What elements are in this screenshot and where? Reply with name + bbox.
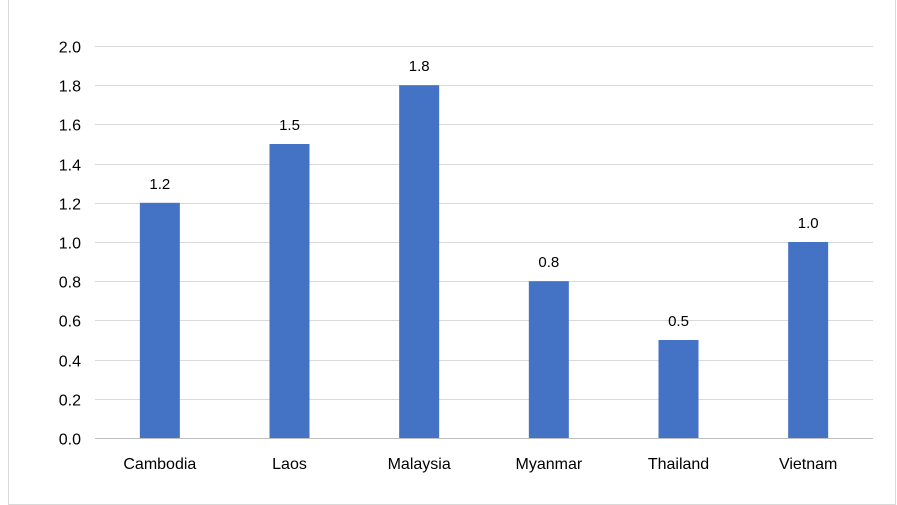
- bar: [788, 242, 829, 438]
- x-tick-label: Vietnam: [779, 456, 837, 473]
- y-tick-label: 1.2: [59, 197, 81, 214]
- y-tick-label: 1.4: [59, 158, 81, 175]
- x-tick-label: Thailand: [648, 456, 709, 473]
- x-tick-label: Malaysia: [388, 456, 451, 473]
- y-tick-label: 1.0: [59, 236, 81, 253]
- y-tick-label: 1.8: [59, 79, 81, 96]
- data-label: 1.8: [409, 58, 430, 75]
- data-label: 0.8: [538, 254, 559, 271]
- y-tick-label: 0.2: [59, 393, 81, 410]
- y-tick-label: 0.4: [59, 354, 81, 371]
- bars: [139, 85, 829, 438]
- y-tick-label: 0.0: [59, 432, 81, 449]
- y-tick-label: 0.6: [59, 314, 81, 331]
- bar: [658, 340, 699, 438]
- bar: [269, 144, 310, 438]
- y-tick-label: 1.6: [59, 118, 81, 135]
- bar: [528, 281, 569, 438]
- data-label: 1.0: [798, 215, 819, 232]
- y-tick-label: 0.8: [59, 275, 81, 292]
- data-labels: 1.2 1.5 1.8 0.8 0.5 1.0: [149, 58, 818, 330]
- bar: [399, 85, 440, 438]
- x-tick-label: Laos: [272, 456, 307, 473]
- gridlines: [95, 46, 873, 400]
- x-tick-label: Myanmar: [515, 456, 582, 473]
- y-tick-label: 2.0: [59, 40, 81, 57]
- y-axis-tick-labels: 0.0 0.2 0.4 0.6 0.8 1.0 1.2 1.4 1.6 1.8 2.0: [59, 40, 81, 449]
- bar: [139, 202, 180, 438]
- data-label: 0.5: [668, 313, 689, 330]
- x-tick-label: Cambodia: [123, 456, 196, 473]
- x-axis-tick-labels: Cambodia Laos Malaysia Myanmar Thailand Vietn…: [123, 456, 837, 473]
- data-label: 1.2: [149, 176, 170, 193]
- data-label: 1.5: [279, 117, 300, 134]
